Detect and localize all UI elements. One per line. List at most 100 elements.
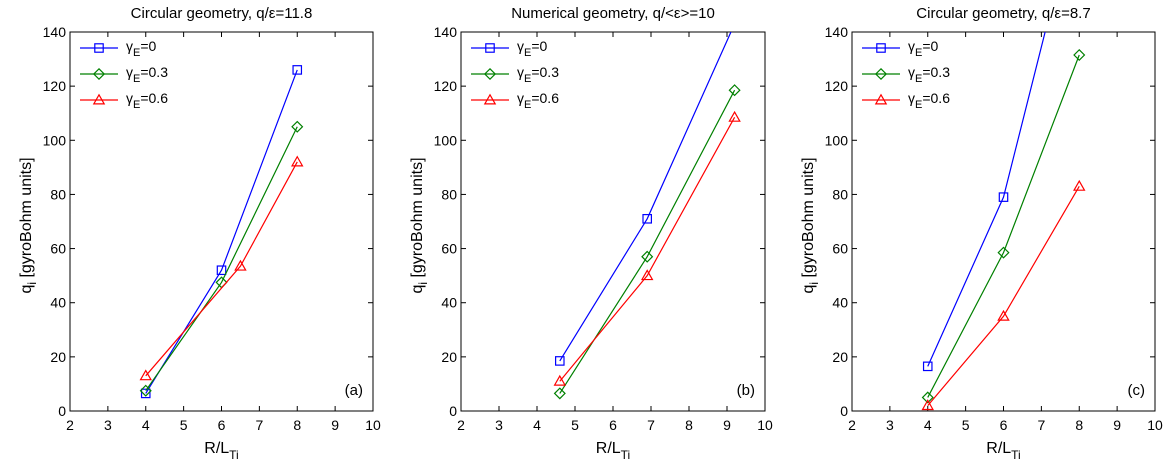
legend-value: =0.3: [531, 64, 559, 80]
y-axis-label-sub: i: [807, 282, 821, 285]
data-point: [921, 391, 934, 404]
series-line: [927, 32, 1046, 367]
legend-entry: γE=0.6: [80, 90, 168, 111]
x-tick-label: 4: [924, 417, 932, 433]
x-tick-label: 6: [609, 417, 617, 433]
panel-label: (b): [737, 382, 755, 399]
legend-label: γE=0.3: [126, 64, 168, 85]
y-tick-label: 40: [441, 295, 457, 311]
legend-marker: [874, 67, 888, 81]
plot-area: [460, 31, 766, 412]
plot-area: [69, 31, 374, 412]
legend-symbol: γ: [126, 64, 133, 80]
x-tick-label: 8: [685, 417, 693, 433]
legend-symbol: γ: [126, 90, 133, 106]
series-group: [139, 65, 304, 399]
x-axis-label: R/LTi: [204, 440, 238, 462]
data-point: [1073, 179, 1086, 191]
y-axis-label: qi [gyroBohm units]: [409, 157, 430, 293]
data-point: [997, 309, 1010, 321]
legend-value: =0.6: [531, 90, 559, 106]
x-axis-label-main: R/L: [596, 440, 621, 457]
y-tick-label: 40: [50, 295, 66, 311]
series-line: [927, 54, 1080, 398]
legend-marker: [876, 43, 886, 53]
y-axis-label: qi [gyroBohm units]: [800, 157, 821, 293]
x-tick-label: 3: [886, 417, 894, 433]
x-axis-label: R/LTi: [596, 440, 630, 462]
legend-symbol: γ: [517, 90, 524, 106]
x-tick-label: 5: [962, 417, 970, 433]
y-axis-label-sub: i: [416, 282, 430, 285]
legend-value: =0: [922, 38, 938, 54]
x-axis-label-sub: Ti: [229, 448, 239, 462]
y-axis-label-main: q: [409, 285, 426, 294]
legend-marker: [483, 67, 497, 81]
x-tick-label: 9: [1113, 417, 1121, 433]
x-tick-label: 2: [848, 417, 856, 433]
data-point: [554, 356, 565, 366]
x-tick-label: 2: [457, 417, 465, 433]
y-tick-label: 140: [434, 24, 458, 40]
legend-label: γE=0.3: [517, 64, 559, 85]
x-tick-label: 3: [104, 417, 112, 433]
x-tick-label: 3: [495, 417, 503, 433]
legend-label: γE=0.6: [126, 90, 168, 111]
legend-entry: γE=0: [80, 38, 157, 59]
data-point: [553, 387, 566, 400]
legend-sub: E: [133, 47, 140, 59]
legend-label: γE=0.6: [517, 90, 559, 111]
y-axis-label-main: q: [800, 285, 817, 294]
panel-label: (c): [1128, 382, 1146, 399]
data-point: [291, 155, 304, 167]
legend-symbol: γ: [908, 90, 915, 106]
x-tick-label: 4: [533, 417, 541, 433]
legend-value: =0.6: [922, 90, 950, 106]
data-point: [641, 250, 654, 263]
legend-label: γE=0: [126, 38, 157, 59]
legend-sub: E: [524, 73, 531, 85]
y-tick-label: 80: [832, 186, 848, 202]
legend-entry: γE=0.6: [471, 90, 559, 111]
legend-sub: E: [133, 99, 140, 111]
x-axis-label: R/LTi: [986, 440, 1020, 462]
chart-title: Circular geometry, q/ε=11.8: [131, 5, 313, 22]
chart-title: Numerical geometry, q/<ε>=10: [511, 5, 715, 22]
legend-value: =0.6: [140, 90, 168, 106]
y-tick-label: 40: [832, 295, 848, 311]
legend-entry: γE=0.6: [862, 90, 950, 111]
legend-sub: E: [524, 99, 531, 111]
legend-entry: γE=0.3: [862, 64, 950, 85]
y-axis-label-sub: i: [25, 282, 39, 285]
y-tick-label: 120: [434, 78, 458, 94]
series-group: [921, 32, 1086, 411]
legend-marker: [874, 93, 888, 105]
series-group: [553, 32, 741, 400]
x-tick-label: 6: [218, 417, 226, 433]
x-tick-label: 4: [142, 417, 150, 433]
y-tick-label: 20: [441, 349, 457, 365]
legend-value: =0: [531, 38, 547, 54]
series-line: [559, 32, 732, 362]
legend-entry: γE=0.3: [80, 64, 168, 85]
legend-marker: [483, 93, 497, 105]
legend-sub: E: [915, 73, 922, 85]
y-tick-label: 80: [50, 186, 66, 202]
x-tick-label: 8: [293, 417, 301, 433]
y-tick-label: 140: [43, 24, 67, 40]
legend-value: =0.3: [922, 64, 950, 80]
y-axis-label: qi [gyroBohm units]: [18, 157, 39, 293]
legend-symbol: γ: [126, 38, 133, 54]
x-tick-label: 10: [365, 417, 381, 433]
legend-entry: γE=0.3: [471, 64, 559, 85]
x-axis-label-main: R/L: [986, 440, 1011, 457]
y-tick-label: 100: [43, 132, 67, 148]
legend-sub: E: [133, 73, 140, 85]
x-tick-label: 2: [66, 417, 74, 433]
data-point: [921, 399, 934, 411]
legend-label: γE=0: [908, 38, 939, 59]
data-point: [553, 374, 567, 386]
